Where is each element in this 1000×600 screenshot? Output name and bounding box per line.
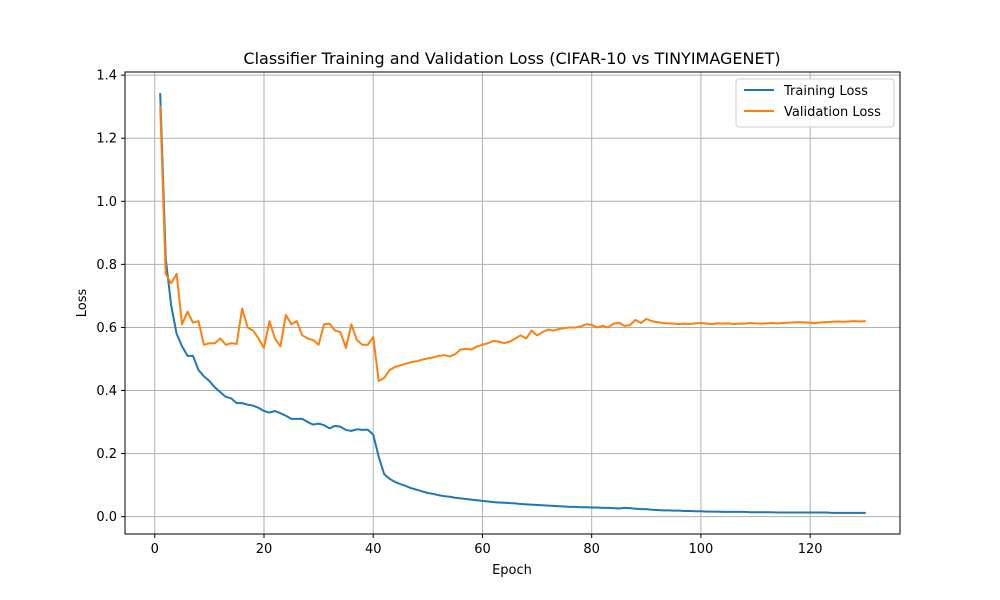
legend-label-training: Training Loss [783,84,868,99]
x-tick-label: 20 [256,542,273,557]
y-tick-label: 0.4 [96,384,117,399]
x-tick-label: 100 [689,542,714,557]
y-tick-label: 0.6 [96,321,117,336]
x-tick-label: 80 [583,542,600,557]
validation-loss-line [159,105,866,383]
series-lines [159,93,866,514]
x-axis-label: Epoch [492,563,532,578]
legend-label-validation: Validation Loss [784,105,881,120]
x-tick-label: 60 [474,542,491,557]
y-axis-ticks: 0.0 0.2 0.4 0.6 0.8 1.0 1.2 1.4 [96,69,125,525]
x-tick-label: 0 [151,542,159,557]
y-tick-label: 1.4 [96,69,117,84]
legend: Training Loss Validation Loss [735,78,895,128]
y-tick-label: 0.2 [96,447,117,462]
x-tick-label: 40 [365,542,382,557]
legend-box [735,78,895,128]
y-tick-label: 0.0 [96,510,117,525]
plot-frame [124,71,901,535]
training-loss-line [159,93,866,514]
y-tick-label: 0.8 [96,258,117,273]
x-axis-ticks: 0 20 40 60 80 100 120 [151,534,823,557]
y-axis-label: Loss [75,289,90,318]
y-tick-label: 1.0 [96,195,117,210]
chart-title: Classifier Training and Validation Loss … [243,49,780,68]
y-tick-label: 1.2 [96,132,117,147]
grid [125,72,900,534]
x-tick-label: 120 [798,542,823,557]
